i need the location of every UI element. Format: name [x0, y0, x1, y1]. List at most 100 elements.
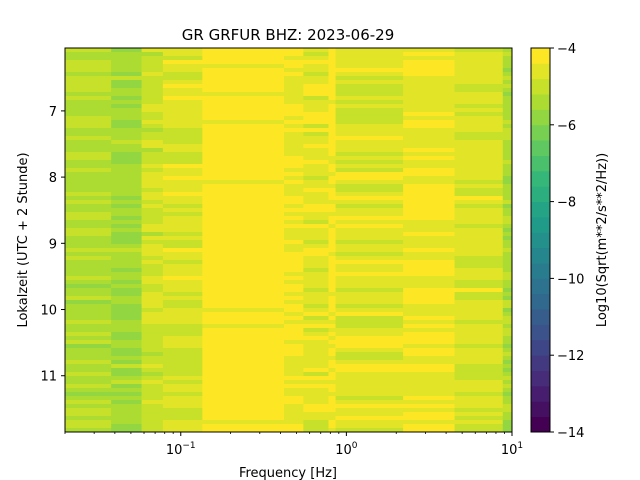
spectrogram-band-4: [202, 188, 285, 193]
spectrogram-band-10: [454, 120, 504, 125]
spectrogram-band-10: [454, 160, 504, 165]
spectrogram-band-1: [111, 232, 142, 237]
spectrogram-band-6: [303, 156, 329, 161]
spectrogram-band-1: [111, 264, 142, 269]
spectrogram-band-10: [454, 180, 504, 185]
spectrogram-band-4: [202, 216, 285, 221]
spectrogram-band-11: [502, 352, 513, 357]
spectrogram-band-8: [335, 128, 404, 133]
spectrogram-band-6: [303, 204, 329, 209]
spectrogram-band-11: [502, 324, 513, 329]
spectrogram-band-4: [202, 360, 285, 365]
spectrogram-band-9: [403, 48, 455, 53]
spectrogram-band-8: [335, 412, 404, 417]
spectrogram-band-1: [111, 320, 142, 325]
spectrogram-band-11: [502, 120, 513, 125]
spectrogram-band-6: [303, 52, 329, 57]
spectrogram-band-10: [454, 260, 504, 265]
spectrogram-band-11: [502, 332, 513, 337]
spectrogram-band-5: [283, 188, 304, 193]
spectrogram-band-3: [162, 180, 203, 185]
spectrogram-band-10: [454, 224, 504, 229]
spectrogram-band-4: [202, 396, 285, 401]
spectrogram-band-8: [335, 52, 404, 57]
colorbar-level: [531, 416, 550, 433]
spectrogram-band-7: [328, 404, 336, 409]
spectrogram-band-8: [335, 364, 404, 369]
spectrogram-band-10: [454, 288, 504, 293]
spectrogram-band-3: [162, 244, 203, 249]
spectrogram-band-4: [202, 200, 285, 205]
spectrogram-band-6: [303, 240, 329, 245]
spectrogram-band-6: [303, 276, 329, 281]
spectrogram-band-2: [141, 376, 164, 381]
spectrogram-band-11: [502, 372, 513, 377]
spectrogram-band-0: [65, 96, 112, 101]
spectrogram-band-10: [454, 188, 504, 193]
spectrogram-band-0: [65, 300, 112, 305]
spectrogram-band-0: [65, 52, 112, 57]
spectrogram-band-4: [202, 160, 285, 165]
spectrogram-band-8: [335, 108, 404, 113]
spectrogram-band-0: [65, 260, 112, 265]
spectrogram-band-3: [162, 128, 203, 133]
spectrogram-band-0: [65, 248, 112, 253]
colorbar-level: [531, 293, 550, 310]
spectrogram-band-11: [502, 252, 513, 257]
spectrogram-band-11: [502, 108, 513, 113]
spectrogram-band-3: [162, 160, 203, 165]
spectrogram-band-3: [162, 240, 203, 245]
spectrogram-band-8: [335, 424, 404, 429]
spectrogram-band-6: [303, 128, 329, 133]
spectrogram-band-11: [502, 156, 513, 161]
spectrogram-band-1: [111, 48, 142, 53]
spectrogram-band-1: [111, 340, 142, 345]
spectrogram-band-0: [65, 400, 112, 405]
colorbar-axis: −4 −6 −8 −10 −12 −14: [550, 42, 584, 441]
spectrogram-band-2: [141, 108, 164, 113]
colorbar-level: [531, 94, 550, 110]
spectrogram-band-10: [454, 200, 504, 205]
spectrogram-band-1: [111, 88, 142, 93]
spectrogram-band-0: [65, 204, 112, 209]
spectrogram-band-7: [328, 320, 336, 325]
spectrogram-band-7: [328, 192, 336, 197]
colorbar-level: [531, 216, 550, 233]
spectrogram-band-11: [502, 384, 513, 389]
spectrogram-band-2: [141, 276, 164, 281]
spectrogram-band-7: [328, 224, 336, 229]
colorbar-level: [531, 186, 550, 202]
spectrogram-band-8: [335, 104, 404, 109]
spectrogram-band-4: [202, 284, 285, 289]
spectrogram-band-6: [303, 140, 329, 145]
spectrogram-band-4: [202, 408, 285, 413]
spectrogram-band-1: [111, 84, 142, 89]
spectrogram-band-10: [454, 328, 504, 333]
spectrogram-band-0: [65, 128, 112, 133]
spectrogram-band-3: [162, 400, 203, 405]
spectrogram-band-4: [202, 320, 285, 325]
spectrogram-band-5: [283, 364, 304, 369]
spectrogram-band-3: [162, 348, 203, 353]
spectrogram-band-1: [111, 256, 142, 261]
spectrogram-band-5: [283, 328, 304, 333]
spectrogram-band-1: [111, 336, 142, 341]
spectrogram-band-1: [111, 148, 142, 153]
spectrogram-band-0: [65, 152, 112, 157]
spectrogram-band-4: [202, 312, 285, 317]
spectrogram-band-8: [335, 268, 404, 273]
spectrogram-band-10: [454, 48, 504, 53]
spectrogram-band-6: [303, 296, 329, 301]
spectrogram-band-11: [502, 300, 513, 305]
spectrogram-band-9: [403, 272, 455, 277]
spectrogram-band-10: [454, 296, 504, 301]
spectrogram-band-2: [141, 140, 164, 145]
spectrogram-band-0: [65, 192, 112, 197]
spectrogram-band-11: [502, 408, 513, 413]
spectrogram-band-11: [502, 368, 513, 373]
spectrogram-band-1: [111, 284, 142, 289]
spectrogram-band-8: [335, 228, 404, 233]
spectrogram-band-10: [454, 104, 504, 109]
spectrogram-band-5: [283, 156, 304, 161]
spectrogram-band-3: [162, 48, 203, 53]
